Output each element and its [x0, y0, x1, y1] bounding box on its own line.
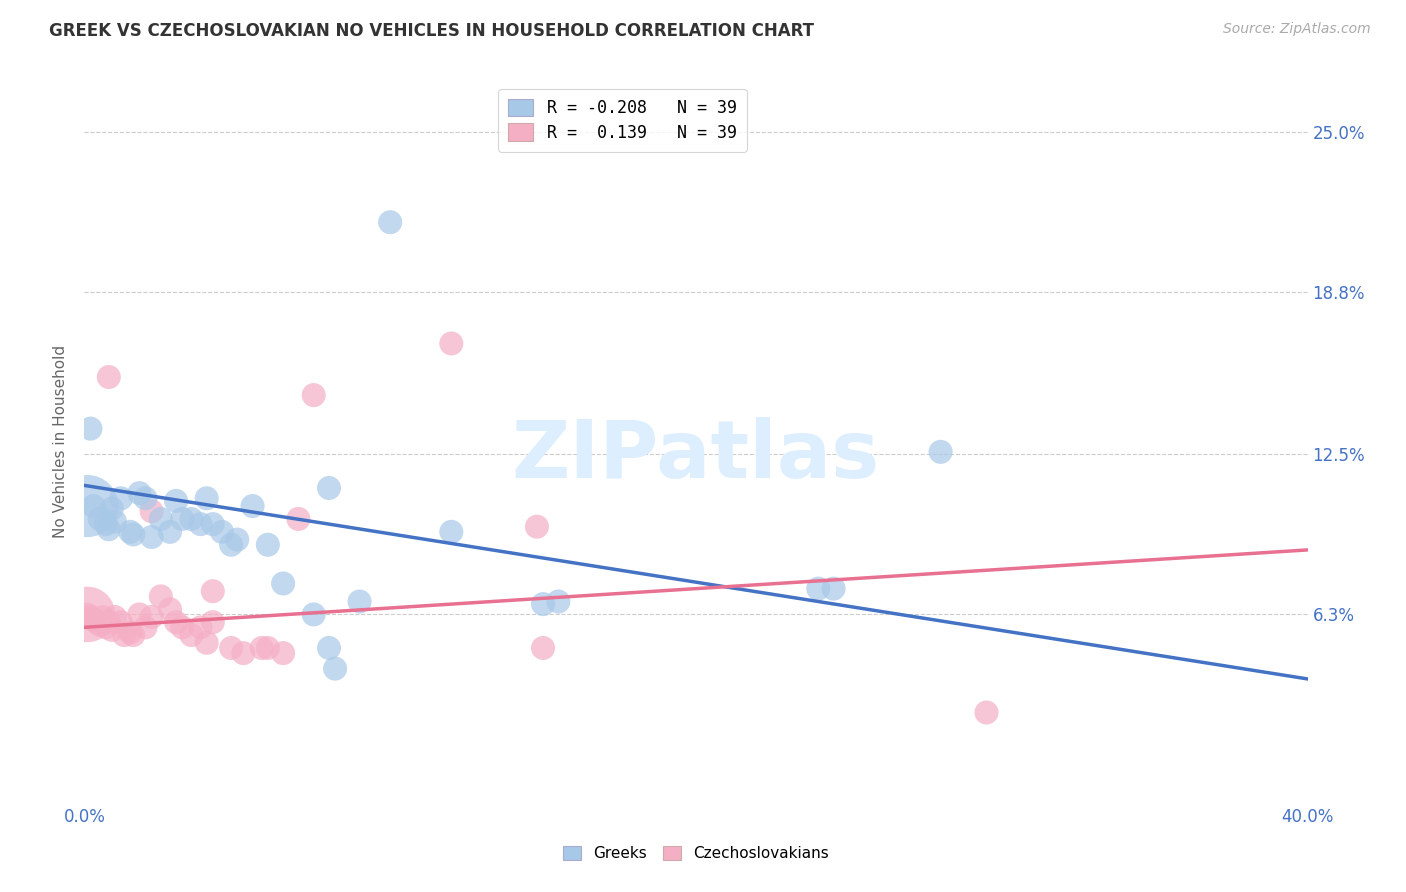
Point — [531, 597, 554, 611]
Point — [89, 617, 111, 632]
Point — [190, 620, 212, 634]
Point — [101, 501, 124, 516]
Point — [83, 499, 105, 513]
Point — [242, 499, 264, 513]
Point — [97, 370, 120, 384]
Point — [201, 517, 224, 532]
Point — [195, 491, 218, 506]
Point — [89, 512, 111, 526]
Text: Source: ZipAtlas.com: Source: ZipAtlas.com — [1223, 22, 1371, 37]
Point — [120, 625, 142, 640]
Point — [86, 615, 108, 630]
Point — [94, 620, 117, 634]
Point — [807, 582, 830, 596]
Point — [180, 628, 202, 642]
Point — [128, 607, 150, 622]
Point — [122, 527, 145, 541]
Point — [76, 607, 98, 622]
Point — [104, 515, 127, 529]
Point — [83, 613, 105, 627]
Text: GREEK VS CZECHOSLOVAKIAN NO VEHICLES IN HOUSEHOLD CORRELATION CHART: GREEK VS CZECHOSLOVAKIAN NO VEHICLES IN … — [49, 22, 814, 40]
Point — [128, 486, 150, 500]
Point — [135, 491, 157, 506]
Point — [318, 640, 340, 655]
Point — [318, 481, 340, 495]
Point — [104, 610, 127, 624]
Point — [79, 422, 101, 436]
Point — [195, 636, 218, 650]
Point — [180, 512, 202, 526]
Point — [232, 646, 254, 660]
Point — [440, 336, 463, 351]
Point — [165, 615, 187, 630]
Point — [257, 640, 280, 655]
Point — [94, 517, 117, 532]
Point — [271, 576, 294, 591]
Point — [97, 615, 120, 630]
Text: ZIPatlas: ZIPatlas — [512, 417, 880, 495]
Point — [159, 602, 181, 616]
Point — [112, 628, 135, 642]
Point — [211, 524, 233, 539]
Point — [201, 584, 224, 599]
Point — [97, 522, 120, 536]
Point — [257, 538, 280, 552]
Point — [149, 512, 172, 526]
Point — [976, 706, 998, 720]
Point — [135, 620, 157, 634]
Point — [122, 628, 145, 642]
Point — [226, 533, 249, 547]
Point — [141, 530, 163, 544]
Point — [250, 640, 273, 655]
Point — [323, 662, 346, 676]
Point — [141, 504, 163, 518]
Point — [110, 491, 132, 506]
Point — [172, 620, 194, 634]
Y-axis label: No Vehicles in Household: No Vehicles in Household — [53, 345, 69, 538]
Point — [302, 388, 325, 402]
Point — [76, 607, 98, 622]
Point — [380, 215, 402, 229]
Point — [440, 524, 463, 539]
Legend: Greeks, Czechoslovakians: Greeks, Czechoslovakians — [557, 840, 835, 867]
Point — [190, 517, 212, 532]
Point — [302, 607, 325, 622]
Point — [159, 524, 181, 539]
Point — [120, 524, 142, 539]
Point — [287, 512, 309, 526]
Point — [201, 615, 224, 630]
Point — [76, 499, 98, 513]
Point — [823, 582, 845, 596]
Point — [531, 640, 554, 655]
Point — [110, 615, 132, 630]
Point — [101, 623, 124, 637]
Point — [219, 538, 242, 552]
Point — [219, 640, 242, 655]
Point — [165, 494, 187, 508]
Point — [149, 590, 172, 604]
Point — [349, 594, 371, 608]
Point — [79, 610, 101, 624]
Point — [526, 519, 548, 533]
Point — [141, 610, 163, 624]
Point — [172, 512, 194, 526]
Point — [91, 610, 114, 624]
Point — [929, 445, 952, 459]
Point — [547, 594, 569, 608]
Point — [271, 646, 294, 660]
